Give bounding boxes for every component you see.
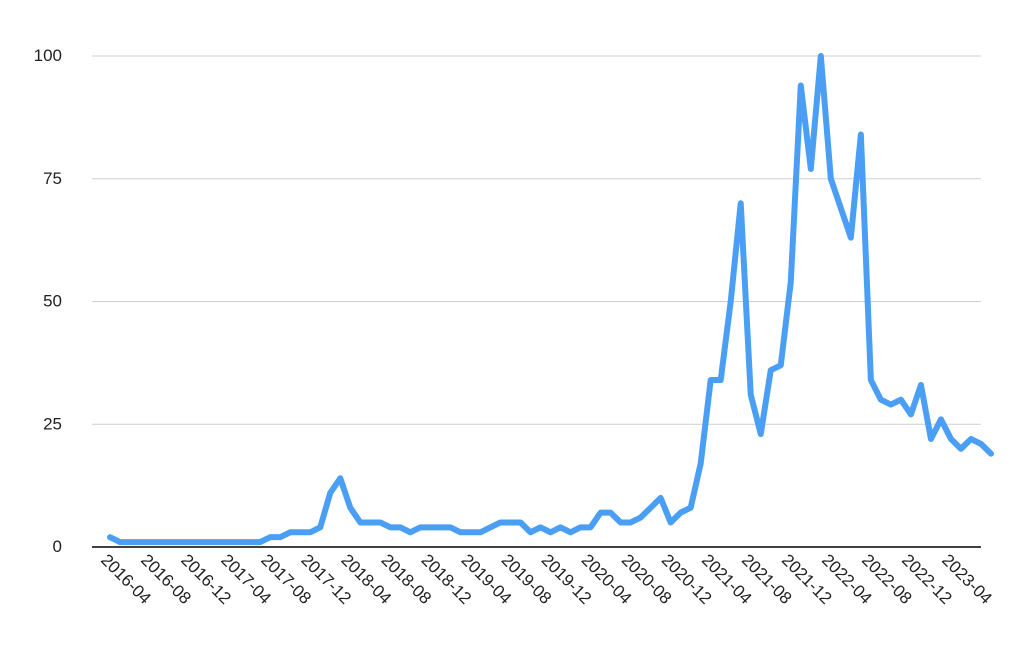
gridlines	[92, 55, 981, 425]
y-tick-label: 0	[53, 537, 62, 556]
y-tick-labels: 0 25 50 75 100	[34, 46, 62, 556]
series-layer	[107, 53, 995, 546]
y-tick-label: 25	[43, 414, 62, 433]
y-tick-label: 75	[43, 169, 62, 188]
x-tick-labels: 2016-042016-082016-122017-042017-082017-…	[97, 550, 996, 608]
y-tick-label: 50	[43, 292, 62, 311]
y-tick-label: 100	[34, 46, 62, 65]
series-line	[107, 53, 995, 546]
